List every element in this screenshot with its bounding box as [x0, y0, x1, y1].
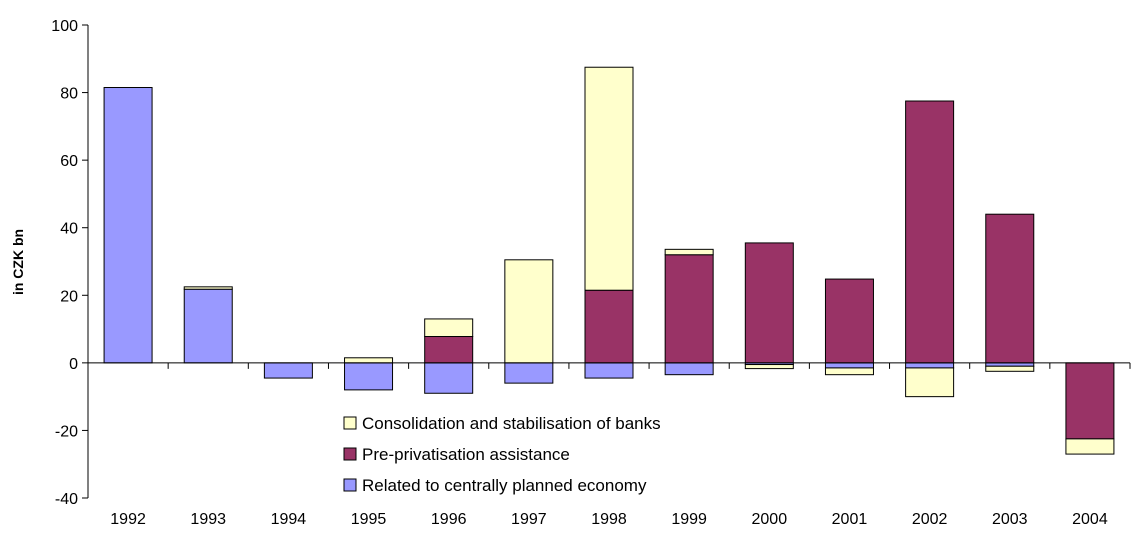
bars-group: [103, 66, 1115, 455]
bar-consolidation-and-stabilisation-of-banks-1996: [424, 318, 474, 338]
bar-consolidation-and-stabilisation-of-banks-2002: [905, 367, 955, 398]
bar-related-to-centrally-planned-economy-1996: [424, 362, 474, 394]
x-tick-label-1993: 1993: [190, 511, 226, 528]
x-tick-label-1995: 1995: [351, 511, 387, 528]
bar-related-to-centrally-planned-economy-2002: [905, 362, 955, 369]
bar-related-to-centrally-planned-economy-1998: [584, 362, 634, 379]
bar-related-to-centrally-planned-economy-1994: [263, 362, 313, 379]
y-axis-title: in CZK bn: [10, 229, 26, 295]
bar-related-to-centrally-planned-economy-1999: [664, 362, 714, 376]
y-tick-label: 100: [51, 18, 78, 35]
bar-consolidation-and-stabilisation-of-banks-1999: [664, 248, 714, 256]
bar-pre-privatisation-assistance-1998: [584, 289, 634, 364]
y-tick-label: 60: [60, 153, 78, 170]
bar-related-to-centrally-planned-economy-1992: [103, 87, 153, 364]
legend: Consolidation and stabilisation of banks…: [343, 414, 661, 495]
bar-consolidation-and-stabilisation-of-banks-2000: [744, 364, 794, 370]
x-tick-label-1992: 1992: [110, 511, 146, 528]
legend-label-consolidation-and-stabilisation-of-banks: Consolidation and stabilisation of banks: [362, 414, 661, 433]
bar-consolidation-and-stabilisation-of-banks-2004: [1065, 438, 1115, 455]
legend-label-pre-privatisation-assistance: Pre-privatisation assistance: [362, 445, 570, 464]
bar-consolidation-and-stabilisation-of-banks-2003: [985, 365, 1035, 372]
bar-consolidation-and-stabilisation-of-banks-1993: [183, 286, 233, 290]
bar-consolidation-and-stabilisation-of-banks-1997: [504, 259, 554, 364]
x-tick-label-2000: 2000: [752, 511, 788, 528]
bar-related-to-centrally-planned-economy-2003: [985, 362, 1035, 367]
x-tick-label-2001: 2001: [832, 511, 868, 528]
y-tick-label: -40: [55, 491, 78, 508]
bar-pre-privatisation-assistance-2002: [905, 100, 955, 364]
y-tick-label: 40: [60, 221, 78, 238]
x-tick-label-1996: 1996: [431, 511, 467, 528]
axes-group: -40 -20 0 20 40 60 80 100 1992 1993 1994 1995 1996 19…: [51, 18, 1131, 528]
x-tick-label-1994: 1994: [271, 511, 307, 528]
x-tick-label-2004: 2004: [1072, 511, 1108, 528]
bar-pre-privatisation-assistance-2003: [985, 213, 1035, 364]
y-tick-label: -20: [55, 423, 78, 440]
bar-related-to-centrally-planned-economy-2001: [824, 362, 874, 369]
x-tick-label-2002: 2002: [912, 511, 948, 528]
bar-related-to-centrally-planned-economy-1997: [504, 362, 554, 384]
y-tick-label: 0: [69, 356, 78, 373]
bar-pre-privatisation-assistance-1996: [424, 336, 474, 364]
x-tick-label-1997: 1997: [511, 511, 547, 528]
bar-consolidation-and-stabilisation-of-banks-1995: [344, 357, 394, 364]
bar-pre-privatisation-assistance-1999: [664, 254, 714, 364]
y-tick-label: 80: [60, 86, 78, 103]
x-tick-label-1998: 1998: [591, 511, 627, 528]
legend-swatch-consolidation-and-stabilisation-of-banks: [343, 416, 357, 430]
y-tick-label: 20: [60, 288, 78, 305]
bar-related-to-centrally-planned-economy-1995: [344, 362, 394, 391]
legend-swatch-related-to-centrally-planned-economy: [343, 478, 357, 492]
bar-consolidation-and-stabilisation-of-banks-1998: [584, 66, 634, 291]
bar-pre-privatisation-assistance-2000: [744, 242, 794, 364]
x-tick-label-2003: 2003: [992, 511, 1028, 528]
bar-pre-privatisation-assistance-2001: [824, 278, 874, 364]
bar-consolidation-and-stabilisation-of-banks-2001: [824, 367, 874, 376]
legend-swatch-pre-privatisation-assistance: [343, 447, 357, 461]
bar-pre-privatisation-assistance-2004: [1065, 362, 1115, 440]
x-tick-label-1999: 1999: [671, 511, 707, 528]
bar-related-to-centrally-planned-economy-1993: [183, 288, 233, 364]
legend-label-related-to-centrally-planned-economy: Related to centrally planned economy: [362, 476, 647, 495]
